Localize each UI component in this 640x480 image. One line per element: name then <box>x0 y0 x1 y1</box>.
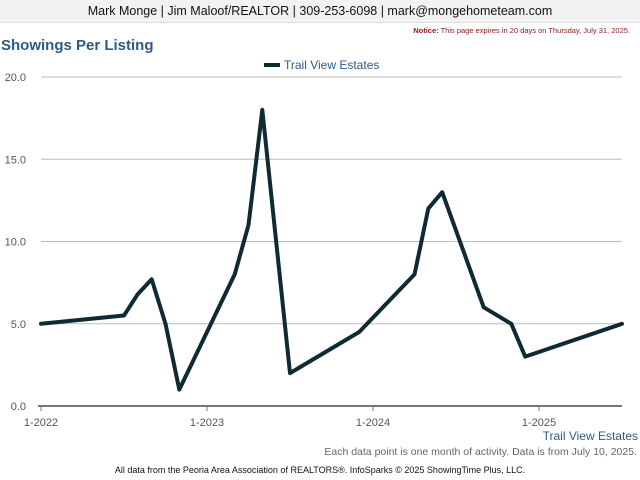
y-tick-label: 0.0 <box>11 401 26 413</box>
data-point <box>440 190 444 194</box>
agent-contact-bar: Mark Monge | Jim Maloof/REALTOR | 309-25… <box>0 0 640 23</box>
data-point <box>150 277 154 281</box>
data-point <box>122 314 126 318</box>
data-point <box>247 223 250 227</box>
data-footnote: Each data point is one month of activity… <box>324 446 637 458</box>
data-point <box>357 330 361 334</box>
legend-label: Trail View Estates <box>284 58 379 72</box>
data-point <box>177 388 181 392</box>
agent-contact-text: Mark Monge | Jim Maloof/REALTOR | 309-25… <box>87 4 553 18</box>
data-point <box>233 272 237 276</box>
x-tick-label: 1-2025 <box>522 417 556 429</box>
data-source: All data from the Peoria Area Associatio… <box>114 465 526 475</box>
data-point <box>482 305 486 309</box>
data-point <box>620 322 624 326</box>
y-tick-label: 20.0 <box>5 72 26 84</box>
expiration-notice: Notice: This page expires in 20 days on … <box>413 26 630 35</box>
data-point <box>509 322 513 326</box>
data-point <box>39 322 43 326</box>
notice-text: This page expires in 20 days on Thursday… <box>440 26 630 35</box>
data-point <box>164 322 167 326</box>
y-tick-label: 15.0 <box>5 154 26 166</box>
data-point <box>523 355 527 359</box>
data-point <box>426 207 430 211</box>
x-tick-label: 1-2023 <box>190 417 224 429</box>
series-line <box>39 107 624 392</box>
data-point <box>260 108 264 112</box>
data-point <box>288 371 292 375</box>
chart-title: Showings Per Listing <box>1 37 154 54</box>
data-point <box>136 292 140 296</box>
data-point <box>413 272 416 276</box>
y-tick-label: 5.0 <box>11 319 26 331</box>
x-tick-label: 1-2022 <box>24 417 58 429</box>
y-tick-label: 10.0 <box>5 237 26 249</box>
x-tick-label: 1-2024 <box>356 417 390 429</box>
series-end-label: Trail View Estates <box>543 429 638 443</box>
notice-label: Notice: <box>413 26 439 35</box>
